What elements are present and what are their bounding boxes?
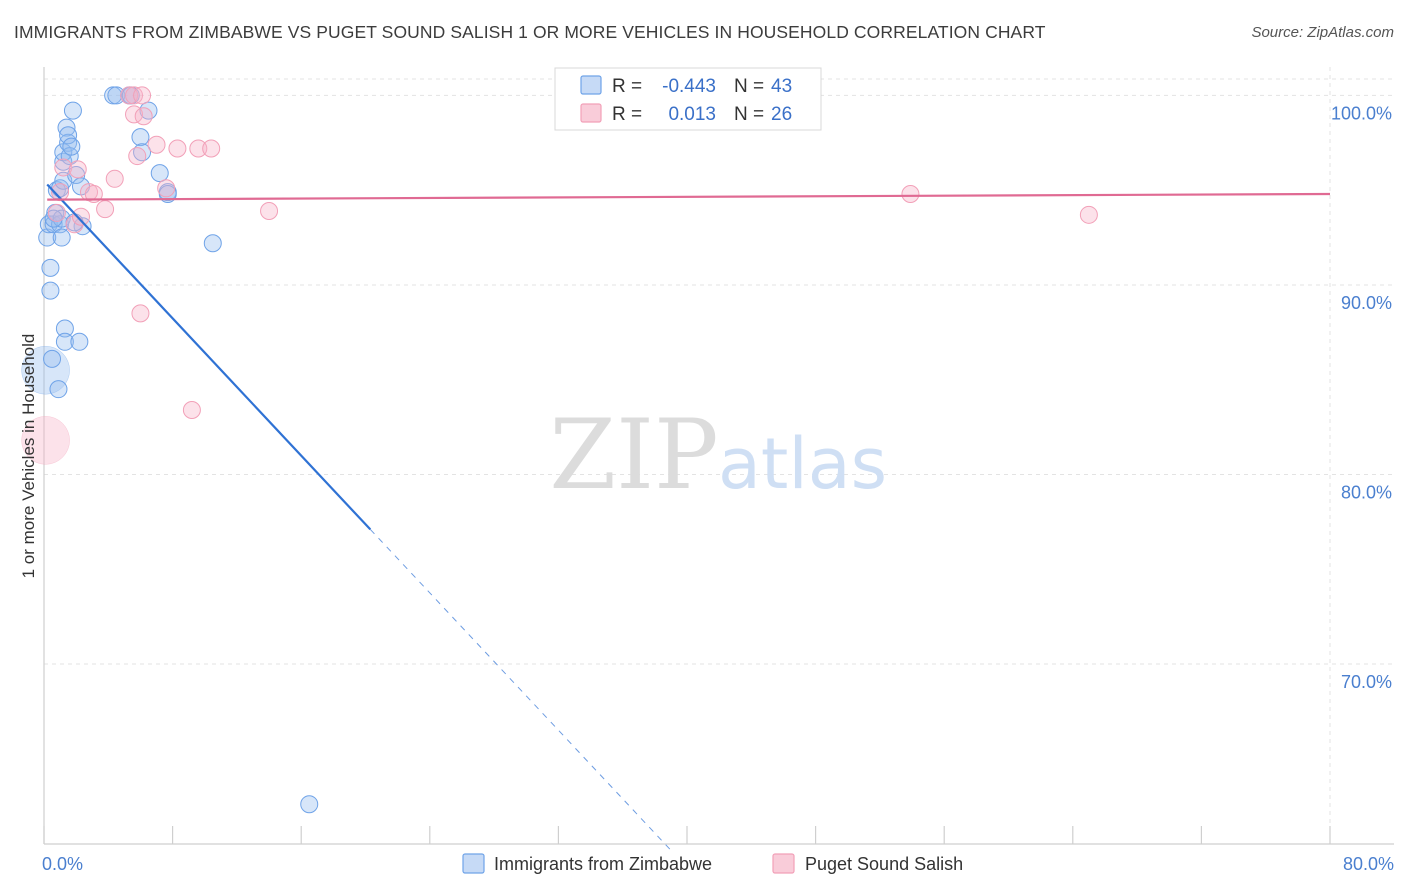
- stats-r-value-2: 0.013: [668, 104, 716, 125]
- stats-n-label-2: N =: [734, 104, 764, 125]
- zimbabwe-point-21: [59, 126, 78, 145]
- watermark-atlas: atlas: [718, 423, 887, 505]
- zimbabwe-point-42: [300, 795, 319, 814]
- zimbabwe-point-26: [70, 332, 89, 351]
- salish-point-16: [134, 107, 153, 126]
- legend-swatch-salish: [772, 853, 795, 874]
- zimbabwe-point-22: [60, 147, 79, 166]
- y-tick-label-2: 80.0%: [1341, 482, 1392, 502]
- stats-swatch-pink: [580, 103, 602, 123]
- salish-point-23: [131, 304, 150, 323]
- watermark-zip: ZIP: [549, 399, 718, 511]
- salish-point-20: [182, 401, 201, 420]
- x-tick-label-1: 80.0%: [1343, 854, 1394, 874]
- zimbabwe-trend-line: [46, 183, 372, 531]
- salish-point-18: [157, 179, 176, 198]
- stats-r-label-2: R =: [612, 104, 642, 125]
- data-points: [21, 86, 1098, 814]
- salish-point-25: [901, 184, 920, 203]
- zimbabwe-point-36: [150, 164, 169, 183]
- trend-lines: [46, 183, 1331, 851]
- tick-labels: 100.0% 90.0% 80.0% 70.0% 0.0% 80.0%: [42, 103, 1394, 874]
- x-tick-label-0: 0.0%: [42, 854, 83, 874]
- zimbabwe-point-17: [55, 319, 74, 338]
- y-tick-label-0: 100.0%: [1331, 103, 1392, 123]
- zimbabwe-point-24: [63, 101, 82, 120]
- salish-point-11: [120, 86, 139, 105]
- legend-label-zimbabwe: Immigrants from Zimbabwe: [494, 854, 712, 874]
- axes: [43, 67, 1394, 845]
- salish-point-17: [147, 135, 166, 154]
- zimbabwe-point-30: [107, 86, 126, 105]
- zimbabwe-point-4: [41, 281, 60, 300]
- zimbabwe-point-19: [57, 118, 76, 137]
- chart-source: Source: ZipAtlas.com: [1251, 24, 1394, 41]
- zimbabwe-point-40: [44, 209, 63, 228]
- salish-point-6: [71, 207, 90, 226]
- salish-point-1: [47, 203, 66, 222]
- salish-point-5: [68, 160, 87, 179]
- y-tick-label-3: 70.0%: [1341, 672, 1392, 692]
- salish-point-0: [21, 416, 70, 465]
- salish-point-14: [128, 147, 147, 166]
- salish-trend-line: [47, 192, 1331, 201]
- salish-point-24: [260, 202, 279, 221]
- zimbabwe-point-13: [52, 228, 71, 247]
- stats-r-label-1: R =: [612, 76, 642, 97]
- legend-label-salish: Puget Sound Salish: [805, 854, 963, 874]
- stats-n-label-1: N =: [734, 76, 764, 97]
- zimbabwe-point-0: [21, 345, 70, 395]
- salish-point-26: [1079, 205, 1098, 224]
- stats-n-value-2: 26: [771, 104, 792, 125]
- salish-point-10: [105, 169, 124, 188]
- stats-legend-box: R = -0.443 N = 43 R = 0.013 N = 26: [554, 67, 822, 131]
- y-tick-label-1: 90.0%: [1341, 293, 1392, 313]
- stats-swatch-blue: [580, 75, 602, 95]
- chart-title: IMMIGRANTS FROM ZIMBABWE VS PUGET SOUND …: [14, 22, 1046, 42]
- zimbabwe-point-5: [43, 349, 62, 368]
- stats-r-value-1: -0.443: [662, 76, 716, 97]
- zimbabwe-point-35: [139, 101, 158, 120]
- zimbabwe-point-18: [55, 332, 74, 351]
- legend-swatch-zimbabwe: [462, 853, 485, 874]
- zimbabwe-point-39: [203, 234, 222, 253]
- zimbabwe-trend-extension: [369, 529, 672, 851]
- salish-point-3: [54, 158, 73, 177]
- watermark: ZIP atlas: [549, 399, 887, 511]
- salish-point-15: [133, 86, 152, 105]
- salish-point-21: [189, 139, 208, 158]
- salish-point-9: [96, 200, 115, 219]
- y-axis-title: 1 or more Vehicles in Household: [19, 334, 38, 579]
- salish-point-22: [202, 139, 221, 158]
- zimbabwe-point-33: [131, 128, 150, 147]
- zimbabwe-point-9: [49, 380, 68, 399]
- zimbabwe-point-23: [62, 137, 81, 156]
- zimbabwe-point-3: [41, 258, 60, 277]
- salish-point-8: [84, 184, 103, 203]
- salish-point-19: [168, 139, 187, 158]
- zimbabwe-point-1: [38, 228, 57, 247]
- stats-n-value-1: 43: [771, 76, 792, 97]
- bottom-legend: Immigrants from Zimbabwe Puget Sound Sal…: [462, 853, 963, 874]
